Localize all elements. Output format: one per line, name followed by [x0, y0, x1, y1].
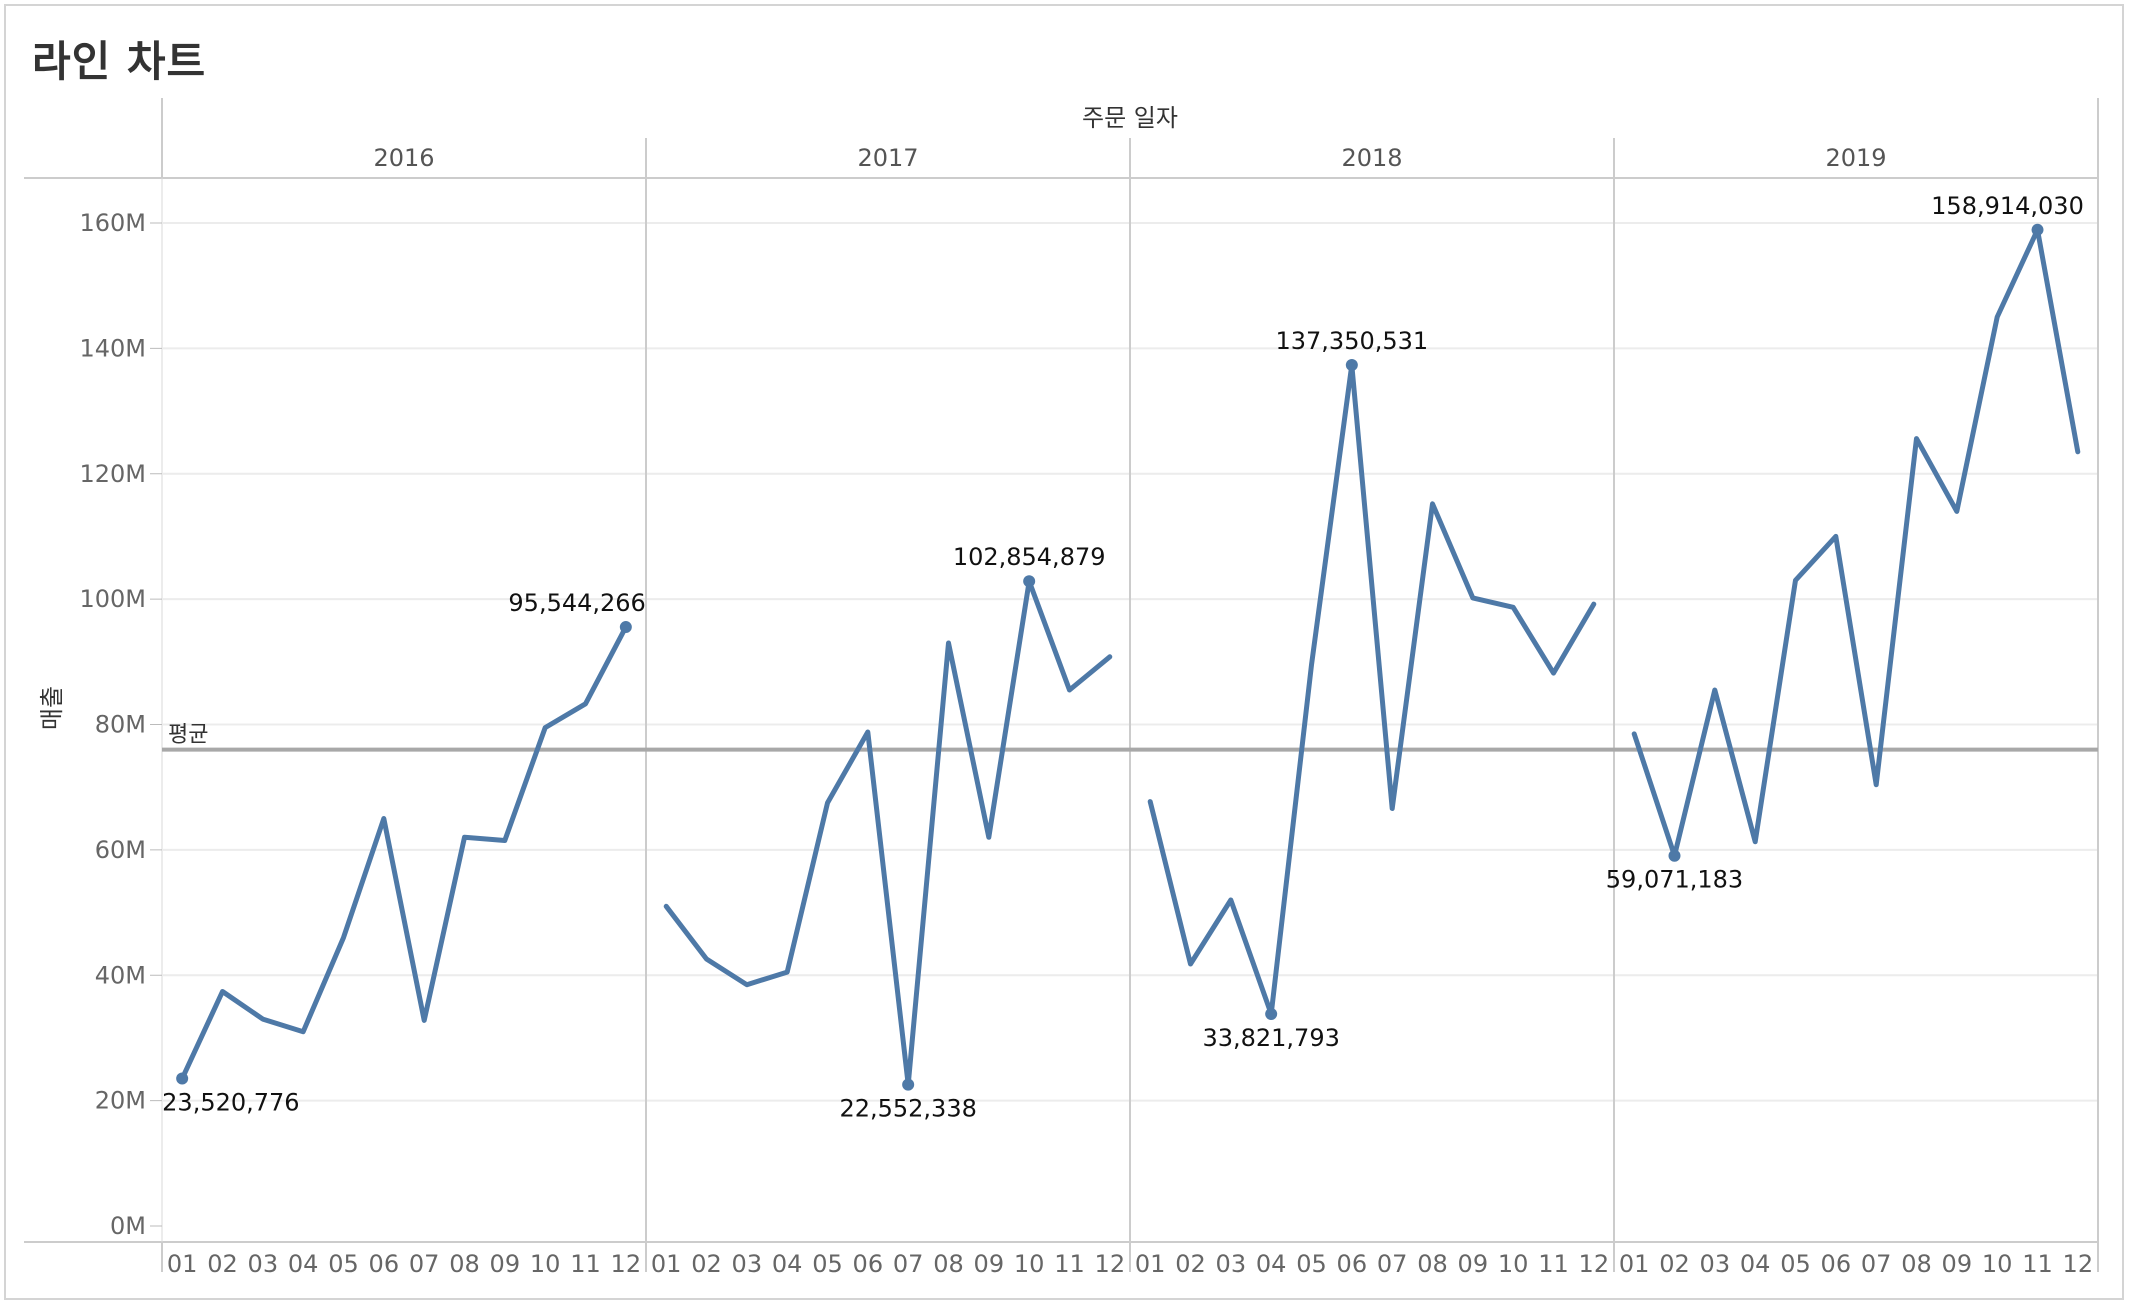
x-tick-label: 12	[611, 1250, 642, 1278]
x-tick-label: 05	[1296, 1250, 1327, 1278]
x-tick-label: 08	[933, 1250, 964, 1278]
x-tick-label: 07	[1377, 1250, 1408, 1278]
average-reference-line-group: 평균	[162, 723, 2098, 752]
x-tick-label: 12	[1095, 1250, 1126, 1278]
data-label: 102,854,879	[953, 543, 1106, 571]
data-labels: 23,520,776 95,544,266 22,552,338 102,854,87…	[162, 192, 2084, 1123]
x-tick-label: 01	[1135, 1250, 1166, 1278]
column-header: 주문 일자	[1082, 104, 1178, 132]
x-tick-label: 12	[2063, 1250, 2094, 1278]
labeled-point-marker	[2031, 223, 2044, 236]
x-tick-label: 06	[1821, 1250, 1852, 1278]
x-tick-label: 03	[732, 1250, 763, 1278]
series-line-2017	[663, 578, 1113, 1088]
data-label: 59,071,183	[1606, 866, 1743, 894]
labeled-point-marker	[1023, 575, 1036, 588]
labeled-point-marker	[1668, 849, 1681, 862]
x-tick-label: 03	[248, 1250, 279, 1278]
x-tick-label: 04	[772, 1250, 803, 1278]
x-tick-label: 02	[1175, 1250, 1206, 1278]
x-tick-label: 05	[812, 1250, 843, 1278]
y-tick-label: 80M	[95, 711, 146, 739]
x-tick-label: 08	[449, 1250, 480, 1278]
x-tick-label: 09	[974, 1250, 1005, 1278]
x-tick-label: 04	[1256, 1250, 1287, 1278]
y-tick-label: 40M	[95, 961, 146, 989]
series-line-2018	[1147, 362, 1597, 1017]
y-tick-label: 0M	[110, 1212, 146, 1240]
year-header: 2019	[1825, 144, 1886, 172]
data-label: 23,520,776	[162, 1089, 299, 1117]
data-label: 33,821,793	[1202, 1024, 1339, 1052]
gridlines	[150, 222, 2098, 1227]
x-tick-label: 02	[207, 1250, 238, 1278]
data-label: 137,350,531	[1275, 327, 1428, 355]
labeled-point-marker	[176, 1072, 189, 1085]
labeled-point-marker	[1265, 1007, 1278, 1020]
y-tick-label: 120M	[79, 460, 146, 488]
x-tick-label: 10	[530, 1250, 561, 1278]
x-tick-label: 11	[570, 1250, 601, 1278]
labeled-point-marker	[902, 1078, 915, 1091]
labeled-point-marker	[1345, 358, 1358, 371]
series-line-2019	[1631, 227, 2081, 859]
x-tick-label: 11	[1538, 1250, 1569, 1278]
x-tick-label: 08	[1901, 1250, 1932, 1278]
x-tick-label: 10	[1982, 1250, 2013, 1278]
x-tick-label: 03	[1700, 1250, 1731, 1278]
x-tick-label: 11	[1054, 1250, 1085, 1278]
data-label: 95,544,266	[508, 589, 645, 617]
data-label: 158,914,030	[1931, 192, 2084, 220]
chart-frame: 라인 차트	[4, 4, 2124, 1300]
average-reference-label: 평균	[168, 723, 208, 748]
y-tick-label: 60M	[95, 836, 146, 864]
x-tick-label: 07	[1861, 1250, 1892, 1278]
x-tick-label: 09	[1942, 1250, 1973, 1278]
y-axis-ticks: 0M 20M 40M 60M 80M 100M 120M 140M 160M	[79, 209, 146, 1240]
x-tick-label: 05	[1780, 1250, 1811, 1278]
x-tick-label: 09	[490, 1250, 521, 1278]
x-tick-label: 01	[167, 1250, 198, 1278]
y-tick-label: 20M	[95, 1087, 146, 1115]
x-tick-label: 09	[1458, 1250, 1489, 1278]
chart-title: 라인 차트	[32, 37, 207, 86]
y-axis-title: 매출	[38, 686, 66, 730]
x-tick-label: 10	[1498, 1250, 1529, 1278]
y-tick-label: 140M	[79, 334, 146, 362]
year-header: 2017	[857, 144, 918, 172]
x-tick-label: 10	[1014, 1250, 1045, 1278]
year-panels: 2016 01 02 03 04 05 06 07 08 09 10 11 12 2017 01 02 03 04…	[161, 98, 2099, 1278]
x-tick-label: 08	[1417, 1250, 1448, 1278]
data-label: 22,552,338	[839, 1095, 976, 1123]
x-tick-label: 01	[651, 1250, 682, 1278]
year-header: 2018	[1341, 144, 1402, 172]
x-tick-label: 07	[893, 1250, 924, 1278]
x-tick-label: 02	[1659, 1250, 1690, 1278]
x-tick-label: 01	[1619, 1250, 1650, 1278]
x-tick-label: 07	[409, 1250, 440, 1278]
x-tick-label: 05	[328, 1250, 359, 1278]
year-header: 2016	[373, 144, 434, 172]
x-tick-label: 06	[1337, 1250, 1368, 1278]
x-tick-label: 04	[288, 1250, 319, 1278]
x-tick-label: 02	[691, 1250, 722, 1278]
x-tick-label: 03	[1216, 1250, 1247, 1278]
y-tick-label: 100M	[79, 585, 146, 613]
x-tick-label: 06	[369, 1250, 400, 1278]
x-tick-label: 11	[2022, 1250, 2053, 1278]
series-lines	[179, 227, 2081, 1088]
series-line-2016	[179, 624, 629, 1082]
x-tick-label: 12	[1579, 1250, 1610, 1278]
x-tick-label: 06	[853, 1250, 884, 1278]
y-tick-label: 160M	[79, 209, 146, 237]
labeled-point-marker	[619, 621, 632, 634]
x-tick-label: 04	[1740, 1250, 1771, 1278]
chart-frame-lines	[24, 98, 2098, 1243]
